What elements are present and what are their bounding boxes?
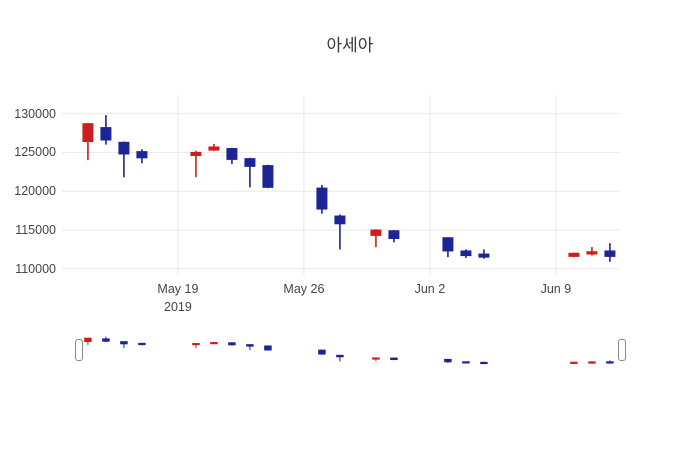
candle[interactable] — [82, 122, 94, 161]
candle[interactable] — [442, 236, 454, 258]
candle[interactable] — [262, 164, 274, 189]
x-tick-label: Jun 2 — [414, 282, 446, 296]
candle[interactable] — [586, 247, 598, 256]
candle — [336, 354, 344, 362]
x-tick-label: Jun 9 — [540, 282, 572, 296]
candle — [570, 361, 578, 364]
plot-area[interactable] — [62, 95, 620, 275]
candle — [210, 341, 218, 345]
candle — [588, 361, 596, 364]
candle[interactable] — [388, 230, 400, 243]
candle[interactable] — [118, 141, 130, 178]
candle — [192, 343, 200, 349]
candle[interactable] — [460, 249, 472, 258]
range-slider[interactable] — [62, 331, 620, 370]
candle[interactable] — [370, 229, 382, 248]
candle — [318, 349, 326, 355]
candle — [606, 360, 614, 364]
range-slider-candles — [84, 336, 614, 365]
candle — [246, 344, 254, 350]
candle[interactable] — [100, 115, 112, 145]
candle[interactable] — [190, 150, 202, 178]
candle — [264, 345, 272, 351]
range-slider-right-handle[interactable] — [618, 339, 626, 361]
candle — [138, 342, 146, 346]
candle — [462, 361, 470, 364]
gridlines — [62, 95, 620, 275]
candle[interactable] — [208, 143, 220, 151]
y-tick-label: 130000 — [14, 106, 56, 121]
candle — [444, 358, 452, 363]
candle[interactable] — [604, 243, 616, 262]
y-tick-label: 110000 — [15, 261, 56, 276]
candle[interactable] — [226, 147, 238, 165]
candle[interactable] — [244, 157, 256, 188]
candle — [372, 357, 380, 362]
x-tick-sublabel: 2019 — [164, 300, 192, 314]
candle[interactable] — [478, 249, 490, 259]
candle — [120, 341, 128, 349]
candle[interactable] — [568, 252, 580, 258]
candle — [480, 361, 488, 365]
range-slider-left-handle[interactable] — [75, 339, 83, 361]
y-tick-label: 120000 — [14, 184, 56, 199]
y-tick-label: 125000 — [14, 145, 56, 160]
candle — [228, 342, 236, 346]
candles — [82, 115, 616, 262]
candle[interactable] — [334, 214, 346, 250]
candle — [102, 336, 110, 343]
candle — [390, 357, 398, 361]
x-tick-label: May 19 — [157, 282, 199, 296]
candle — [84, 337, 92, 345]
chart-title: 아세아 — [326, 36, 374, 55]
x-tick-label: May 26 — [283, 282, 325, 296]
candle[interactable] — [316, 185, 328, 214]
candle[interactable] — [136, 149, 148, 164]
y-tick-label: 115000 — [15, 223, 56, 237]
